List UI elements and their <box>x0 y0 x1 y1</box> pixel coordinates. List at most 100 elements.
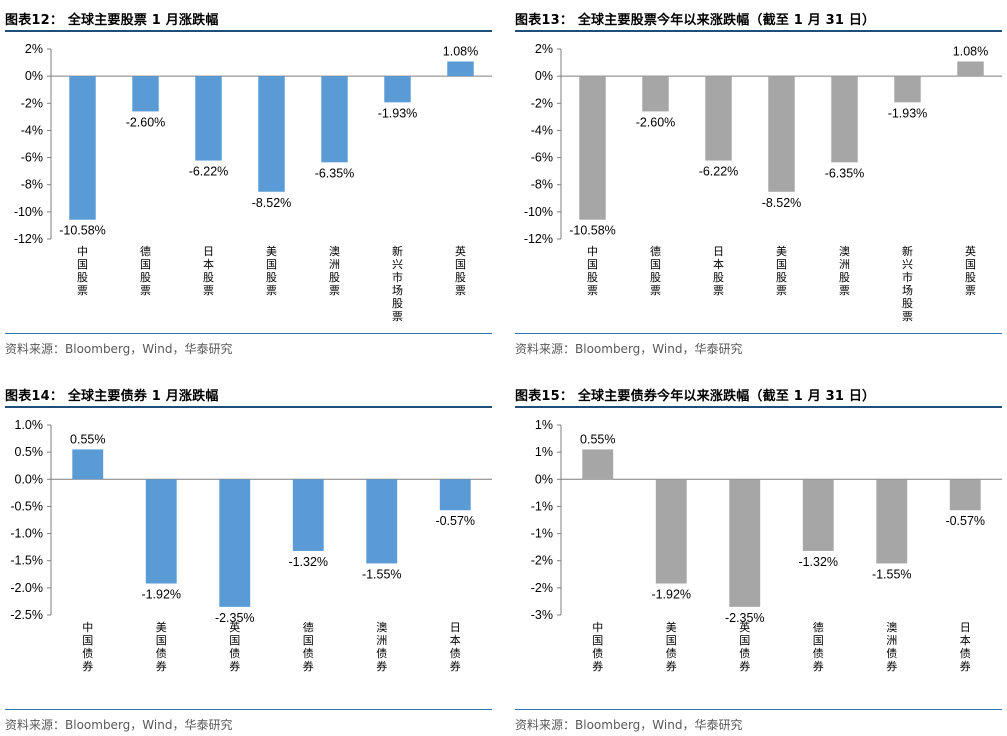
bar-chart: 2%0%-2%-4%-6%-8%-10%-12%-10.58%中国股票-2.60… <box>524 42 1002 323</box>
category-label: 国 <box>303 634 314 647</box>
category-label: 股 <box>713 271 724 284</box>
category-label: 股 <box>140 271 151 284</box>
bar-chart: 2%0%-2%-4%-6%-8%-10%-12%-10.58%中国股票-2.60… <box>14 42 492 323</box>
category-label: 国 <box>739 634 750 647</box>
data-label: -2.60% <box>126 115 166 129</box>
category-label: 股 <box>902 297 913 310</box>
category-label: 股 <box>965 271 976 284</box>
category-label: 本 <box>713 257 724 271</box>
category-label: 新 <box>902 244 913 258</box>
bar <box>195 76 222 161</box>
category-label: 券 <box>376 659 387 673</box>
category-label: 债 <box>82 646 93 660</box>
y-tick-label: -2.5% <box>10 608 43 622</box>
y-tick-label: -1% <box>531 527 553 541</box>
bar <box>957 61 984 77</box>
category-label: 德 <box>650 244 661 258</box>
title-divider <box>5 406 492 408</box>
chart-title: 图表12： 全球主要股票 1 月涨跌幅 <box>5 13 219 28</box>
category-label: 德 <box>303 620 314 634</box>
y-tick-label: -1% <box>531 499 553 513</box>
category-label: 券 <box>156 659 167 673</box>
bar <box>768 76 795 192</box>
y-tick-label: 1% <box>535 445 553 459</box>
y-tick-label: -8% <box>531 178 553 192</box>
bar <box>894 76 921 103</box>
y-tick-label: 0% <box>25 69 43 83</box>
data-label: -6.35% <box>825 166 865 180</box>
y-tick-label: 0.0% <box>15 472 44 486</box>
source-note: 资料来源：Bloomberg，Wind，华泰研究 <box>515 718 743 732</box>
category-label: 票 <box>140 284 151 297</box>
bar <box>729 479 761 607</box>
bar <box>366 479 398 564</box>
data-label: -8.52% <box>252 196 292 210</box>
category-label: 票 <box>713 284 724 297</box>
y-tick-label: 2% <box>535 42 553 56</box>
bar <box>447 61 474 77</box>
data-label: 0.55% <box>70 432 105 446</box>
bar <box>72 449 104 480</box>
title-divider <box>515 30 1002 32</box>
category-label: 股 <box>650 271 661 284</box>
category-label: 券 <box>82 659 93 673</box>
y-tick-label: -2% <box>531 554 553 568</box>
data-label: -1.55% <box>362 567 402 581</box>
source-note: 资料来源：Bloomberg，Wind，华泰研究 <box>5 718 233 732</box>
source-note: 资料来源：Bloomberg，Wind，华泰研究 <box>5 342 233 356</box>
category-label: 债 <box>450 646 461 660</box>
category-label: 债 <box>886 646 897 660</box>
category-label: 券 <box>813 659 824 673</box>
category-label: 股 <box>839 271 850 284</box>
category-label: 洲 <box>886 635 897 647</box>
category-label: 英 <box>229 620 240 634</box>
category-label: 中 <box>77 245 88 258</box>
y-tick-label: -2% <box>531 96 553 110</box>
y-tick-label: -1.5% <box>10 554 43 568</box>
category-label: 券 <box>666 659 677 673</box>
chart-panel-14: 图表14： 全球主要债券 1 月涨跌幅 1.0% 0.5% 0.0% -0.5% -1.… <box>5 376 492 736</box>
data-label: -1.93% <box>888 106 928 120</box>
category-label: 股 <box>455 271 466 284</box>
data-label: -6.22% <box>189 165 229 179</box>
data-label: -6.35% <box>315 166 355 180</box>
category-label: 中 <box>587 245 598 258</box>
category-label: 英 <box>739 620 750 634</box>
y-tick-label: -12% <box>14 232 43 246</box>
category-label: 债 <box>813 646 824 660</box>
category-label: 本 <box>203 257 214 271</box>
y-tick-label: -4% <box>531 123 553 137</box>
bar <box>145 479 177 584</box>
category-label: 国 <box>965 258 976 271</box>
category-label: 国 <box>455 258 466 271</box>
chart-title: 图表15： 全球主要债券今年以来涨跌幅（截至 1 月 31 日） <box>515 389 876 404</box>
category-label: 场 <box>902 283 913 297</box>
y-tick-label: -6% <box>531 151 553 165</box>
category-label: 澳 <box>886 621 897 634</box>
category-label: 洲 <box>376 635 387 647</box>
category-label: 日 <box>713 246 724 258</box>
category-label: 英 <box>455 244 466 258</box>
data-label: -8.52% <box>762 196 802 210</box>
data-label: -10.58% <box>59 224 106 238</box>
category-label: 国 <box>592 634 603 647</box>
category-label: 日 <box>203 246 214 258</box>
category-label: 券 <box>739 659 750 673</box>
source-divider <box>5 333 492 334</box>
title-divider <box>515 406 1002 408</box>
y-tick-label: -4% <box>21 123 43 137</box>
category-label: 美 <box>156 621 167 634</box>
category-label: 美 <box>266 245 277 258</box>
data-label: 1.08% <box>953 44 988 58</box>
category-label: 票 <box>266 284 277 297</box>
category-label: 国 <box>140 258 151 271</box>
category-label: 国 <box>666 634 677 647</box>
bar <box>876 479 908 564</box>
data-label: -1.93% <box>378 106 418 120</box>
category-label: 券 <box>303 659 314 673</box>
category-label: 日 <box>960 622 971 634</box>
data-label: -1.32% <box>798 555 838 569</box>
category-label: 债 <box>156 646 167 660</box>
category-label: 澳 <box>839 245 850 258</box>
